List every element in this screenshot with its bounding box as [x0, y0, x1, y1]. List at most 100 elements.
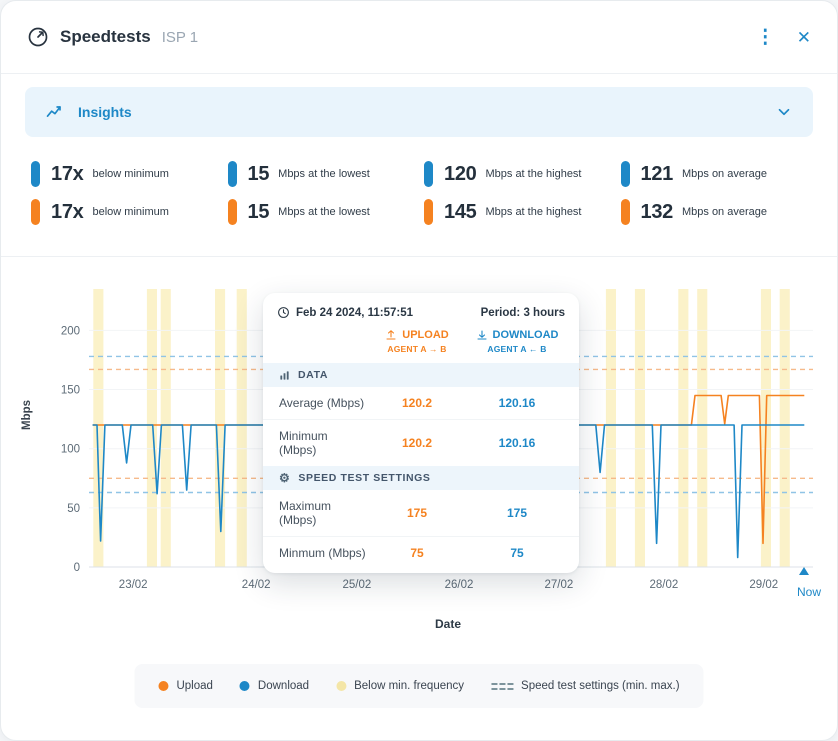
download-icon: [476, 329, 488, 341]
download-value: 120.16: [498, 396, 536, 410]
y-axis-label: Mbps: [21, 399, 33, 431]
svg-text:0: 0: [74, 562, 80, 574]
clock-icon: [277, 306, 290, 319]
dashed-lines-icon: [491, 682, 514, 690]
stat-value: 121: [640, 162, 674, 185]
below-min-band: [634, 289, 645, 567]
legend-below-min-frequency: Below min. frequency: [336, 680, 464, 692]
now-button[interactable]: Now: [796, 585, 821, 599]
header-divider: [1, 73, 837, 74]
svg-text:29/02: 29/02: [749, 579, 778, 591]
row-label: Maximum (Mbps): [279, 499, 332, 527]
upload-pill-icon: [31, 199, 40, 225]
row-label: Average (Mbps): [279, 396, 365, 410]
below-min-band: [697, 289, 708, 567]
download-pill-icon: [424, 161, 433, 187]
svg-text:25/02: 25/02: [343, 579, 372, 591]
svg-text:150: 150: [61, 385, 80, 397]
x-axis-label: Date: [434, 617, 461, 631]
tooltip-row-minimum: Minimum (Mbps) 120.2 120.16: [263, 419, 579, 466]
svg-text:23/02: 23/02: [119, 579, 148, 591]
now-marker-icon: [799, 567, 809, 575]
download-value: 175: [506, 506, 528, 520]
tooltip-data-section-header: DATA: [263, 363, 579, 387]
upload-value: 175: [406, 506, 428, 520]
insights-label: Insights: [78, 104, 132, 120]
stat-download-average: 121 Mbps on average: [620, 161, 818, 187]
svg-text:50: 50: [67, 503, 80, 515]
stat-download-highest: 120 Mbps at the highest: [424, 161, 621, 187]
insights-toggle[interactable]: Insights: [25, 87, 813, 137]
download-value: 120.16: [498, 436, 536, 450]
stat-value: 120: [444, 162, 477, 185]
upload-dot-icon: [158, 681, 169, 691]
download-column-header: DOWNLOAD AGENT A ← B: [467, 329, 567, 354]
stat-value: 132: [640, 200, 674, 223]
below-min-dot-icon: [336, 681, 347, 691]
below-min-band: [605, 289, 616, 567]
tooltip-timestamp: Feb 24 2024, 11:57:51: [296, 306, 413, 319]
tooltip-row-average: Average (Mbps) 120.2 120.16: [263, 387, 579, 419]
svg-text:200: 200: [61, 325, 80, 337]
below-min-band: [779, 289, 790, 567]
page-title: Speedtests: [60, 27, 151, 46]
tooltip-period: Period: 3 hours: [480, 306, 565, 319]
below-min-band: [146, 289, 157, 567]
upload-pill-icon: [620, 199, 630, 225]
settings-section-label: SPEED TEST SETTINGS: [298, 472, 431, 484]
chart-tooltip: Feb 24 2024, 11:57:51 Period: 3 hours UP…: [263, 293, 579, 573]
upload-value: 75: [410, 546, 424, 560]
tooltip-row-setting-minimum: Minmum (Mbps) 75 75: [263, 536, 579, 569]
upload-column-label: UPLOAD: [402, 329, 449, 341]
below-min-band: [215, 289, 226, 567]
row-label: Minimum (Mbps): [279, 429, 328, 457]
legend-label: Speed test settings (min. max.): [521, 680, 680, 692]
chevron-down-icon[interactable]: [775, 103, 793, 121]
stat-upload-below-minimum: 17x below minimum: [31, 199, 228, 225]
stat-label: Mbps at the highest: [485, 168, 582, 180]
svg-text:28/02: 28/02: [650, 579, 679, 591]
legend-label: Below min. frequency: [354, 680, 465, 692]
download-column-label: DOWNLOAD: [492, 329, 559, 341]
speedtest-icon: [27, 26, 49, 48]
series-upload: [92, 394, 805, 545]
stat-upload-highest: 145 Mbps at the highest: [424, 199, 621, 225]
close-icon[interactable]: ✕: [796, 27, 811, 47]
stat-label: Mbps at the lowest: [278, 206, 370, 218]
chart-legend: Upload Download Below min. frequency Spe…: [134, 664, 704, 708]
tooltip-settings-section-header: ⚙ SPEED TEST SETTINGS: [263, 466, 579, 490]
tooltip-timestamp-row: Feb 24 2024, 11:57:51: [277, 306, 413, 319]
download-pill-icon: [227, 161, 237, 187]
stat-download-lowest: 15 Mbps at the lowest: [227, 161, 425, 187]
download-value: 75: [510, 546, 524, 560]
upload-icon: [385, 329, 397, 341]
isp-subtitle: ISP 1: [161, 28, 199, 46]
svg-text:100: 100: [61, 444, 80, 456]
below-min-band: [678, 289, 689, 567]
upload-value: 120.2: [401, 396, 433, 410]
stat-value: 17x: [51, 200, 84, 223]
stat-label: Mbps on average: [681, 206, 767, 218]
row-label: Minmum (Mbps): [279, 546, 366, 560]
legend-label: Upload: [176, 680, 213, 692]
stat-label: below minimum: [92, 206, 169, 218]
stat-value: 145: [444, 200, 477, 223]
legend-download: Download: [239, 680, 309, 692]
header-actions: ⋮ ✕: [756, 28, 811, 47]
data-section-label: DATA: [298, 369, 329, 381]
download-agents-label: AGENT A ← B: [487, 344, 547, 354]
kebab-menu-icon[interactable]: ⋮: [755, 26, 775, 48]
tooltip-row-setting-maximum: Maximum (Mbps) 175 175: [263, 490, 579, 536]
stat-upload-lowest: 15 Mbps at the lowest: [227, 199, 425, 225]
stat-upload-average: 132 Mbps on average: [620, 199, 818, 225]
below-min-band: [160, 289, 171, 567]
tooltip-column-headers: UPLOAD AGENT A → B DOWNLOAD AGENT A ← B: [263, 327, 579, 363]
below-min-band: [93, 289, 104, 567]
tooltip-header: Feb 24 2024, 11:57:51 Period: 3 hours: [263, 293, 579, 327]
download-pill-icon: [31, 161, 40, 187]
upload-pill-icon: [424, 199, 433, 225]
gear-icon: ⚙: [279, 471, 291, 485]
svg-text:27/02: 27/02: [545, 579, 574, 591]
stat-value: 17x: [51, 162, 84, 185]
legend-upload: Upload: [158, 680, 213, 692]
